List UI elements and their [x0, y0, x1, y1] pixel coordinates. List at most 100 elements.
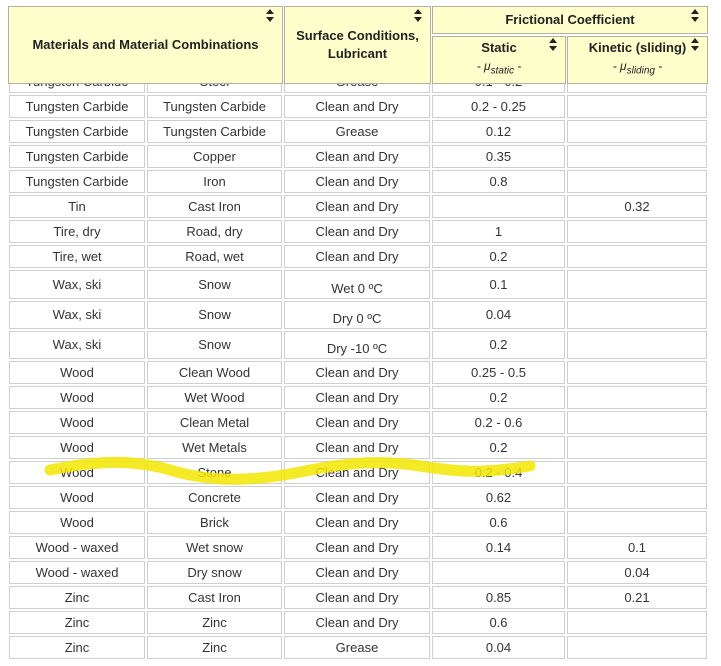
static-coefficient: 0.2 - 0.6	[432, 411, 565, 434]
header-text: Kinetic (sliding)	[588, 40, 687, 56]
material-2: Zinc	[147, 636, 282, 659]
material-2: Wet snow	[147, 536, 282, 559]
surface-condition: Clean and Dry	[284, 245, 430, 268]
material-1: Zinc	[9, 611, 145, 634]
static-coefficient	[432, 561, 565, 584]
kinetic-coefficient	[567, 331, 707, 359]
static-coefficient: 0.6	[432, 511, 565, 534]
material-1: Tungsten Carbide	[9, 120, 145, 143]
static-coefficient: 0.6	[432, 611, 565, 634]
material-2: Brick	[147, 511, 282, 534]
kinetic-coefficient	[567, 486, 707, 509]
kinetic-coefficient	[567, 220, 707, 243]
surface-condition: Wet 0 ºC	[284, 270, 430, 299]
kinetic-coefficient	[567, 245, 707, 268]
material-2: Tungsten Carbide	[147, 120, 282, 143]
kinetic-coefficient	[567, 511, 707, 534]
material-1: Wood	[9, 486, 145, 509]
header-surface[interactable]: Surface Conditions, Lubricant	[284, 6, 431, 84]
material-2: Concrete	[147, 486, 282, 509]
kinetic-coefficient	[567, 120, 707, 143]
header-frictional[interactable]: Frictional Coefficient	[432, 6, 708, 34]
static-coefficient: 1	[432, 220, 565, 243]
surface-condition: Clean and Dry	[284, 411, 430, 434]
material-2: Iron	[147, 170, 282, 193]
kinetic-coefficient	[567, 636, 707, 659]
material-2: Cast Iron	[147, 195, 282, 218]
static-coefficient: 0.14	[432, 536, 565, 559]
surface-condition: Clean and Dry	[284, 536, 430, 559]
material-1: Wax, ski	[9, 270, 145, 299]
surface-condition: Clean and Dry	[284, 145, 430, 168]
surface-condition: Clean and Dry	[284, 95, 430, 118]
static-coefficient: 0.12	[432, 120, 565, 143]
dash: -	[654, 59, 663, 74]
material-2: Stone	[147, 461, 282, 484]
material-2: Wet Metals	[147, 436, 282, 459]
material-1: Zinc	[9, 636, 145, 659]
surface-condition: Grease	[284, 636, 430, 659]
kinetic-coefficient: 0.21	[567, 586, 707, 609]
static-coefficient: 0.2	[432, 386, 565, 409]
dash: -	[476, 59, 485, 74]
material-1: Wax, ski	[9, 301, 145, 329]
material-1: Wood - waxed	[9, 561, 145, 584]
header-text: Static	[481, 40, 517, 56]
kinetic-coefficient: 0.32	[567, 195, 707, 218]
dash: -	[513, 59, 522, 74]
kinetic-coefficient	[567, 170, 707, 193]
material-2: Tungsten Carbide	[147, 95, 282, 118]
kinetic-coefficient	[567, 95, 707, 118]
kinetic-coefficient	[567, 361, 707, 384]
static-coefficient: 0.8	[432, 170, 565, 193]
surface-condition: Clean and Dry	[284, 461, 430, 484]
static-coefficient: 0.2	[432, 436, 565, 459]
header-text: Surface Conditions, Lubricant	[296, 28, 419, 61]
material-1: Zinc	[9, 586, 145, 609]
subscript: static	[490, 65, 514, 77]
static-coefficient: 0.2	[432, 331, 565, 359]
surface-condition: Clean and Dry	[284, 220, 430, 243]
kinetic-coefficient	[567, 411, 707, 434]
dash: -	[612, 59, 621, 74]
material-2: Clean Wood	[147, 361, 282, 384]
subscript: sliding	[626, 65, 655, 77]
material-1: Tin	[9, 195, 145, 218]
material-2: Zinc	[147, 611, 282, 634]
surface-condition: Dry 0 ºC	[284, 301, 430, 329]
material-2: Wet Wood	[147, 386, 282, 409]
material-2: Dry snow	[147, 561, 282, 584]
surface-condition: Clean and Dry	[284, 436, 430, 459]
material-2: Cast Iron	[147, 586, 282, 609]
static-coefficient: 0.25 - 0.5	[432, 361, 565, 384]
material-1: Tire, wet	[9, 245, 145, 268]
header-kinetic[interactable]: Kinetic (sliding) - μsliding -	[567, 36, 708, 84]
header-text: Materials and Material Combinations	[32, 37, 259, 52]
material-2: Snow	[147, 270, 282, 299]
kinetic-coefficient: 0.04	[567, 561, 707, 584]
kinetic-coefficient	[567, 436, 707, 459]
header-symbol: - μstatic -	[477, 57, 522, 80]
surface-condition: Clean and Dry	[284, 486, 430, 509]
symbol: μ	[484, 59, 491, 74]
header-static[interactable]: Static - μstatic -	[432, 36, 566, 84]
kinetic-coefficient	[567, 270, 707, 299]
kinetic-coefficient	[567, 386, 707, 409]
header-materials[interactable]: Materials and Material Combinations	[8, 6, 283, 84]
static-coefficient	[432, 195, 565, 218]
header-text: Frictional Coefficient	[505, 12, 635, 27]
material-1: Tungsten Carbide	[9, 95, 145, 118]
material-1: Wood	[9, 461, 145, 484]
material-1: Tungsten Carbide	[9, 170, 145, 193]
kinetic-coefficient	[567, 461, 707, 484]
material-2: Road, wet	[147, 245, 282, 268]
static-coefficient: 0.2 - 0.25	[432, 95, 565, 118]
surface-condition: Clean and Dry	[284, 561, 430, 584]
surface-condition: Grease	[284, 120, 430, 143]
static-coefficient: 0.35	[432, 145, 565, 168]
surface-condition: Dry -10 ºC	[284, 331, 430, 359]
symbol: μ	[620, 59, 627, 74]
material-1: Wood	[9, 361, 145, 384]
surface-condition: Clean and Dry	[284, 195, 430, 218]
